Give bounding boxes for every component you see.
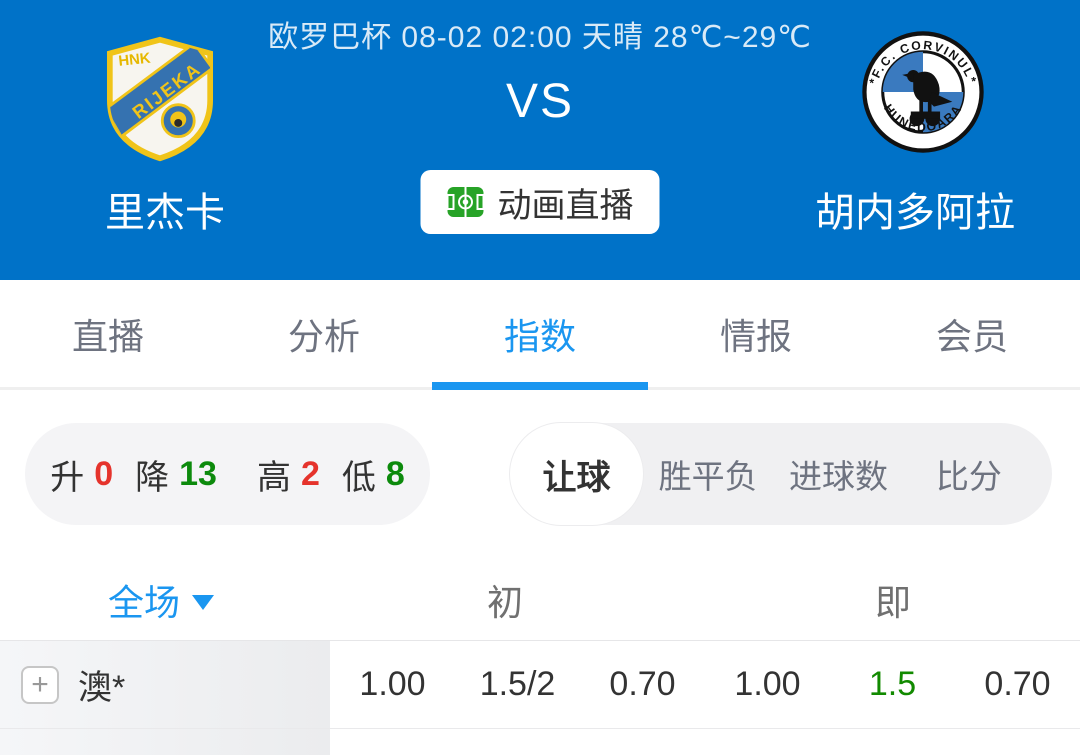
- animated-live-button[interactable]: 动画直播: [420, 170, 660, 234]
- next-row-values-cell: [330, 729, 1080, 755]
- stat-low-label: 低: [341, 458, 376, 497]
- next-row-bookmaker-cell: [0, 729, 330, 755]
- odds-initial-away: 0.70: [609, 665, 676, 703]
- home-logo-text-top: HNK: [118, 51, 152, 70]
- odds-table: + 澳* 1.00 1.5/2 0.70 1.00 1.5 0.70: [0, 640, 1080, 755]
- football-pitch-icon: [446, 187, 485, 217]
- period-dropdown[interactable]: 全场: [108, 560, 215, 640]
- active-tab-indicator: [432, 382, 648, 390]
- tab-intel[interactable]: 情报: [648, 280, 864, 387]
- tab-analysis-label: 分析: [287, 315, 360, 357]
- stat-drop-value: 13: [179, 454, 217, 493]
- odds-initial-home: 1.00: [359, 665, 426, 703]
- tab-live-label: 直播: [71, 315, 144, 357]
- animated-live-label: 动画直播: [497, 186, 634, 225]
- stat-low-value: 8: [385, 454, 405, 493]
- tab-member[interactable]: 会员: [864, 280, 1080, 387]
- odds-row-macau[interactable]: + 澳* 1.00 1.5/2 0.70 1.00 1.5 0.70: [0, 641, 1080, 729]
- tab-member-label: 会员: [935, 315, 1008, 357]
- column-header-initial: 初: [486, 582, 523, 623]
- vs-label: VS: [505, 75, 575, 128]
- period-dropdown-label: 全场: [108, 582, 181, 623]
- home-team-logo-icon: HNK RIJEKA: [106, 36, 214, 162]
- stat-high: 高 2: [257, 450, 320, 499]
- expand-row-button[interactable]: +: [21, 665, 59, 704]
- raven-silhouette: [902, 70, 953, 127]
- stat-drop: 降 13: [135, 450, 217, 499]
- bookmaker-cell: + 澳*: [0, 641, 330, 728]
- market-option-1x2[interactable]: 胜平负: [658, 458, 758, 495]
- match-header: 欧罗巴杯 08-02 02:00 天晴 28℃~29℃ HNK RIJEKA *…: [0, 0, 1080, 280]
- caret-down-icon: [192, 594, 215, 610]
- market-option-score[interactable]: 比分: [935, 458, 1002, 495]
- stat-rise-label: 升: [50, 458, 85, 497]
- home-team-name: 里杰卡: [105, 191, 225, 235]
- tab-analysis[interactable]: 分析: [216, 280, 432, 387]
- filter-row: 升 0 降 13 高 2 低 8 让球 胜平负 进球数 比分: [0, 423, 1080, 525]
- bookmaker-name: 澳*: [78, 669, 126, 707]
- next-row-partial: [0, 729, 1080, 755]
- period-header-row: 全场 初 即: [0, 560, 1080, 640]
- odds-movement-stats: 升 0 降 13 高 2 低 8: [25, 423, 430, 525]
- away-team-logo-icon: *F.C. CORVINUL* HUNEDOARA: [862, 31, 984, 153]
- stat-drop-label: 降: [135, 458, 170, 497]
- odds-values: 1.00 1.5/2 0.70 1.00 1.5 0.70: [330, 641, 1080, 728]
- main-tabbar: 直播 分析 指数 情报 会员: [0, 280, 1080, 390]
- stat-rise-value: 0: [94, 454, 114, 493]
- odds-initial-handicap: 1.5/2: [479, 665, 556, 703]
- stat-high-value: 2: [300, 454, 320, 493]
- odds-live-handicap: 1.5: [868, 665, 917, 703]
- stat-rise: 升 0: [50, 450, 113, 499]
- tab-live[interactable]: 直播: [0, 280, 216, 387]
- market-option-handicap[interactable]: 让球: [510, 423, 643, 525]
- tab-intel-label: 情报: [719, 315, 792, 357]
- market-option-goals[interactable]: 进球数: [788, 458, 888, 495]
- market-type-switcher: 让球 胜平负 进球数 比分: [510, 423, 1052, 525]
- column-header-live: 即: [874, 582, 911, 623]
- stat-low: 低 8: [342, 450, 405, 499]
- odds-live-away: 0.70: [984, 665, 1051, 703]
- tab-odds[interactable]: 指数: [432, 280, 648, 387]
- odds-live-home: 1.00: [734, 665, 801, 703]
- away-team-name: 胡内多阿拉: [815, 191, 1015, 235]
- stat-high-label: 高: [256, 458, 291, 497]
- match-info-text: 欧罗巴杯 08-02 02:00 天晴 28℃~29℃: [268, 21, 812, 54]
- tab-odds-label: 指数: [503, 315, 576, 357]
